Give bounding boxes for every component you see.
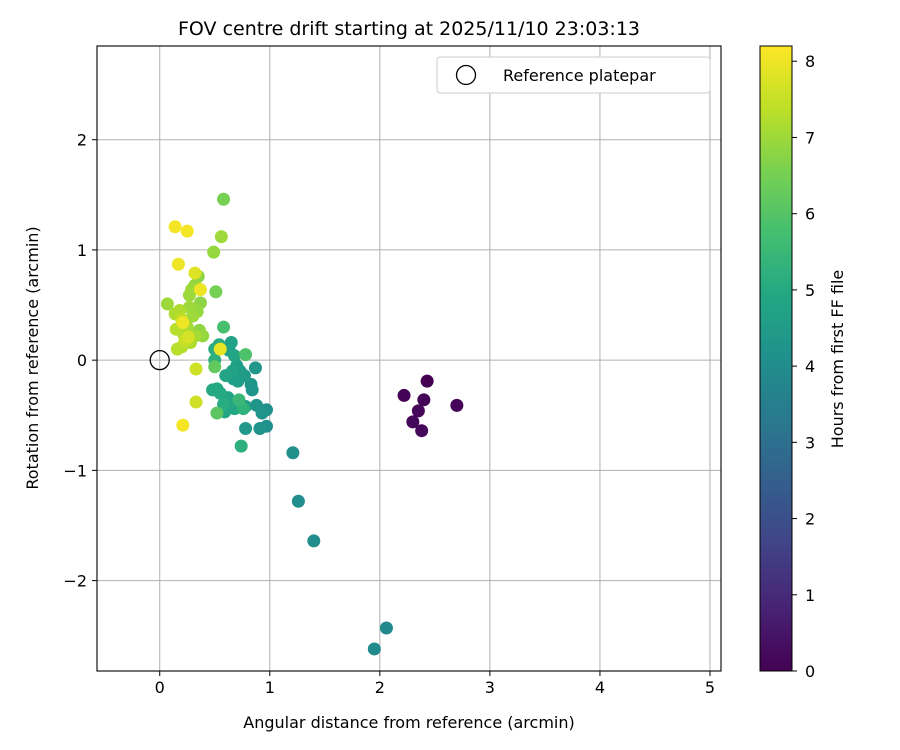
colorbar-tick-label: 6: [805, 205, 815, 224]
data-point: [228, 349, 242, 363]
data-point: [420, 374, 434, 388]
colorbar-tick-label: 0: [805, 662, 815, 681]
legend: Reference platepar: [436, 56, 711, 94]
y-tick-label: 0: [77, 351, 87, 370]
y-axis-label: Rotation from reference (arcmin): [23, 226, 42, 489]
data-point: [217, 320, 231, 334]
data-point: [250, 398, 264, 412]
data-point: [379, 621, 393, 635]
reference-platepar-marker: [149, 350, 170, 371]
data-point: [417, 393, 431, 407]
data-point: [367, 642, 381, 656]
colorbar-tick-label: 5: [805, 281, 815, 300]
data-point: [239, 421, 253, 435]
colorbar-tick-label: 2: [805, 510, 815, 529]
plot-area: 0 1 2 3 4 5 −2 −1 0 1 2: [63, 45, 722, 697]
colorbar-scale: [759, 45, 793, 672]
data-point: [171, 257, 185, 271]
data-point: [450, 398, 464, 412]
data-point: [206, 383, 220, 397]
x-tick-label: 0: [155, 678, 165, 697]
data-point: [253, 421, 267, 435]
y-tick-label: 1: [77, 241, 87, 260]
data-point: [160, 297, 174, 311]
data-point: [397, 388, 411, 402]
colorbar-tick-label: 7: [805, 128, 815, 147]
y-tick-label: −2: [63, 572, 87, 591]
chart-title: FOV centre drift starting at 2025/11/10 …: [178, 18, 640, 40]
colorbar-tick-label: 8: [805, 52, 815, 71]
data-point: [415, 424, 429, 438]
x-axis-label: Angular distance from reference (arcmin): [243, 713, 574, 732]
legend-marker-reference: [455, 64, 477, 86]
colorbar-tick-label: 3: [805, 433, 815, 452]
colorbar: 0 1 2 3 4 5 6 7 8: [759, 45, 815, 681]
x-tick-label: 4: [595, 678, 605, 697]
data-point: [214, 230, 228, 244]
data-point: [411, 404, 425, 418]
data-point: [170, 342, 184, 356]
data-point: [208, 360, 222, 374]
data-point: [182, 288, 196, 302]
x-tick-label: 1: [265, 678, 275, 697]
data-point: [291, 494, 305, 508]
data-point: [239, 348, 253, 362]
data-point: [188, 266, 202, 280]
data-point: [219, 369, 233, 383]
x-tick-label: 5: [705, 678, 715, 697]
data-point: [176, 418, 190, 432]
colorbar-tick-label: 4: [805, 357, 815, 376]
data-point: [234, 439, 248, 453]
data-point: [193, 283, 207, 297]
y-tick-label: 2: [77, 131, 87, 150]
data-point: [168, 220, 182, 234]
legend-label-reference: Reference platepar: [503, 66, 656, 85]
data-point: [286, 446, 300, 460]
data-point: [209, 285, 223, 299]
colorbar-label: Hours from first FF file: [828, 270, 847, 449]
x-tick-label: 2: [375, 678, 385, 697]
data-point: [189, 395, 203, 409]
colorbar-tick-label: 1: [805, 586, 815, 605]
data-point: [181, 330, 195, 344]
data-point: [244, 377, 258, 391]
data-point: [248, 361, 262, 375]
data-point: [180, 224, 194, 238]
data-point: [207, 245, 221, 259]
data-point: [217, 192, 231, 206]
x-tick-label: 3: [485, 678, 495, 697]
data-point: [307, 534, 321, 548]
y-tick-label: −1: [63, 461, 87, 480]
data-point: [213, 342, 227, 356]
data-point: [182, 300, 196, 314]
data-point: [176, 316, 190, 330]
data-point: [406, 415, 420, 429]
data-point: [217, 397, 231, 411]
data-point: [232, 393, 246, 407]
data-point: [189, 362, 203, 376]
legend-frame: [436, 56, 711, 94]
axes-frame: [96, 45, 722, 672]
data-point: [210, 406, 224, 420]
